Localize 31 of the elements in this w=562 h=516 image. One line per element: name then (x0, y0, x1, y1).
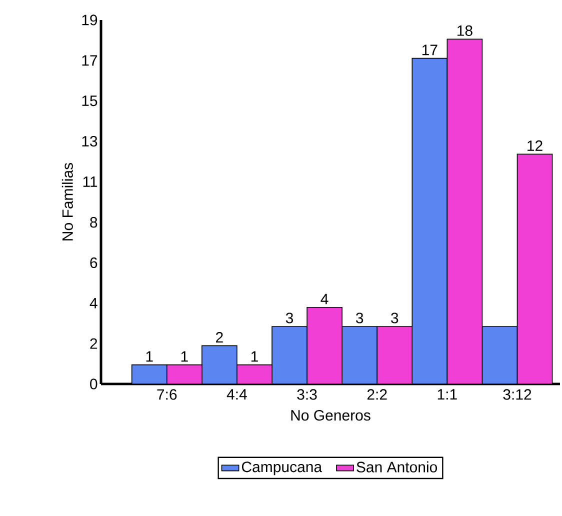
data-label: 4 (320, 294, 328, 304)
y-tick-label: 2 (90, 338, 98, 349)
data-label: 18 (457, 25, 472, 36)
x-tick-label: 3:12 (503, 389, 532, 400)
y-tick-label: 0 (90, 378, 98, 390)
y-tick-label: 8 (90, 216, 98, 228)
y-tick-label: 4 (90, 298, 98, 308)
data-label: 3 (286, 312, 294, 324)
data-label: 1 (251, 351, 258, 362)
legend-label: Campucana (242, 462, 322, 476)
x-tick-label: 1:1 (438, 389, 457, 400)
x-tick-label: 7:6 (157, 389, 177, 400)
legend-label: San Antonio (356, 461, 438, 472)
y-tick-label: 19 (82, 14, 98, 26)
y-axis-title: No Familias (62, 162, 73, 240)
data-label: 1 (181, 351, 188, 362)
data-label: 2 (216, 332, 223, 342)
x-tick-label: 2:2 (367, 389, 387, 400)
data-label: 3 (356, 312, 364, 324)
y-tick-label: 6 (90, 257, 98, 268)
y-tick-label: 13 (82, 136, 98, 147)
y-tick-label: 17 (82, 55, 98, 66)
y-tick-label: 15 (82, 96, 98, 106)
data-label: 12 (528, 140, 542, 151)
x-tick-label: 4:4 (226, 389, 247, 400)
data-label: 1 (146, 351, 153, 362)
y-tick-label: 11 (83, 176, 98, 187)
data-label: 3 (391, 312, 398, 324)
data-label: 17 (422, 44, 438, 56)
x-axis-title: No Generos (291, 410, 370, 421)
x-tick-label: 3:3 (297, 389, 317, 400)
